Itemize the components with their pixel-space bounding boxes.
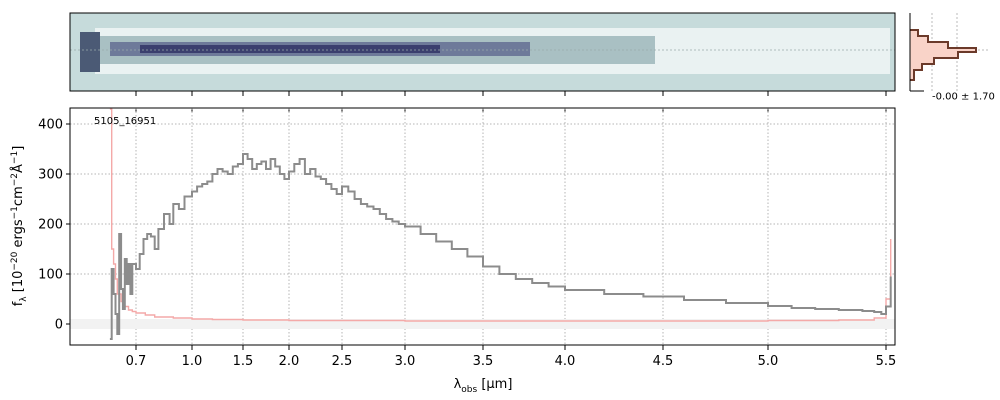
y-axis-title-mid1: ergs [11, 219, 26, 251]
x-tick-label: 1.5 [233, 354, 254, 369]
x-tick-label: 3.0 [395, 354, 416, 369]
y-axis-title: fλ [10−20 ergs−1cm−2Å−1] [10, 146, 29, 307]
x-tick-label: 4.0 [555, 354, 576, 369]
x-axis-title: λobs [μm] [454, 377, 513, 395]
y-axis-title-sub: λ [19, 296, 29, 302]
x-tick-label: 5.5 [876, 354, 897, 369]
error-spectrum-line [109, 108, 892, 322]
x-tick-label: 1.0 [182, 354, 203, 369]
y-tick-label: 300 [38, 168, 63, 183]
x-axis-title-symbol: λ [454, 377, 462, 392]
spectrum-2d-trace-core [140, 45, 440, 53]
y-axis-title-unit: [10 [11, 271, 26, 297]
histogram-fill [910, 30, 976, 80]
spectrum-2d-edge-blue [80, 32, 100, 72]
histogram-label: -0.00 ± 1.70 [932, 91, 995, 102]
y-axis-title-mid3: Å [10, 164, 26, 173]
x-tick-label: 0.7 [126, 354, 147, 369]
x-tick-label: 3.5 [473, 354, 494, 369]
y-axis-title-exp3: −2 [10, 173, 20, 186]
zero-level-band [70, 319, 895, 329]
histogram-panel: -0.00 ± 1.70 [909, 13, 995, 102]
flux-spectrum-line [109, 153, 892, 340]
histogram-line [910, 29, 977, 81]
spectrum-1d-panel: 0 100 200 300 400 0.7 1.0 1.5 2.0 2.5 3.0 3.5 4.0 4.… [10, 107, 897, 395]
y-axis-title-symbol: f [11, 301, 26, 306]
y-tick-label: 0 [55, 318, 63, 333]
y-axis-title-exp1: −20 [10, 251, 20, 270]
x-tick-label: 2.5 [332, 354, 353, 369]
spectrum-2d-panel [69, 12, 896, 113]
y-tick-label: 100 [38, 268, 63, 283]
x-tick-label: 2.0 [279, 354, 300, 369]
y-axis-title-exp4: −1 [10, 151, 20, 164]
x-tick-label: 4.5 [653, 354, 674, 369]
y-tick-label: 400 [38, 118, 63, 133]
object-id-annotation: 5105_16951 [94, 116, 156, 127]
x-tick-label: 5.0 [758, 354, 779, 369]
y-tick-label: 200 [38, 218, 63, 233]
y-axis-title-mid2: cm [11, 186, 26, 206]
x-axis-title-unit: [μm] [477, 377, 512, 392]
y-axis-title-exp2: −1 [10, 206, 20, 219]
y-axis-title-end: ] [11, 146, 26, 151]
x-axis-title-sub: obs [461, 385, 477, 395]
